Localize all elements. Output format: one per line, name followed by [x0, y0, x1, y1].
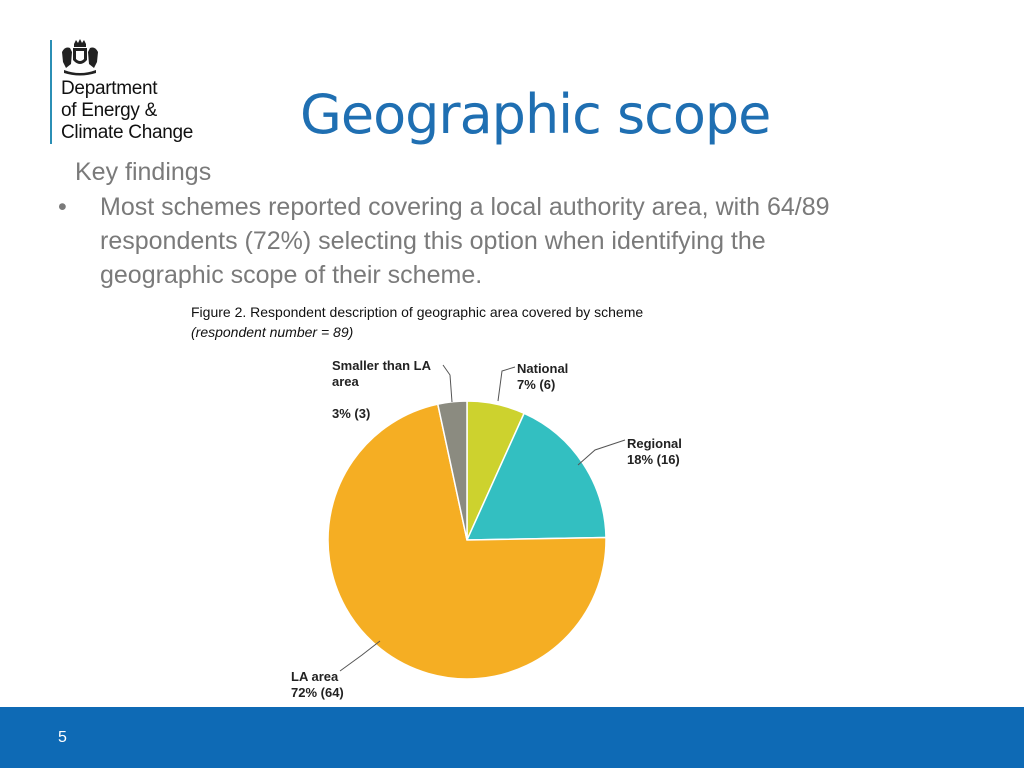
slice-value-label: 7% (6)	[517, 377, 555, 392]
logo-divider	[50, 40, 52, 144]
figure-subtitle: (respondent number = 89)	[191, 324, 354, 340]
slice-value-label: 3% (3)	[332, 406, 370, 421]
slice-label: LA area	[291, 669, 339, 684]
slice-value-label: 72% (64)	[291, 685, 344, 700]
slide-number: 5	[58, 729, 67, 746]
department-name-line: Climate Change	[61, 122, 194, 143]
slice-label: area	[332, 374, 360, 389]
slide-title: Geographic scope	[300, 83, 771, 146]
department-name-line: Department	[61, 78, 158, 99]
department-name: Department of Energy & Climate Change	[61, 78, 193, 144]
slice-value-label: 18% (16)	[627, 452, 680, 467]
slice-label: National	[517, 361, 568, 376]
pie-slice	[465, 412, 607, 541]
figure-title: Figure 2. Respondent description of geog…	[191, 304, 644, 320]
slice-label: Smaller than LA	[332, 358, 432, 373]
finding-text: Most schemes reported covering a local a…	[100, 193, 830, 289]
pie-slice	[327, 403, 607, 680]
department-name-line: of Energy &	[61, 100, 157, 121]
figure-caption: Figure 2. Respondent description of geog…	[191, 302, 643, 342]
footer-bar: 5	[0, 707, 1024, 768]
leader-line	[339, 640, 381, 672]
leader-line	[577, 439, 626, 466]
key-findings-heading: Key findings	[75, 158, 212, 186]
department-logo: Department of Energy & Climate Change	[50, 38, 220, 146]
leader-line	[442, 364, 453, 403]
leader-line	[497, 366, 516, 402]
bullet-marker: •	[58, 193, 67, 221]
royal-coat-of-arms-icon	[62, 39, 98, 76]
slice-label: Regional	[627, 436, 682, 451]
